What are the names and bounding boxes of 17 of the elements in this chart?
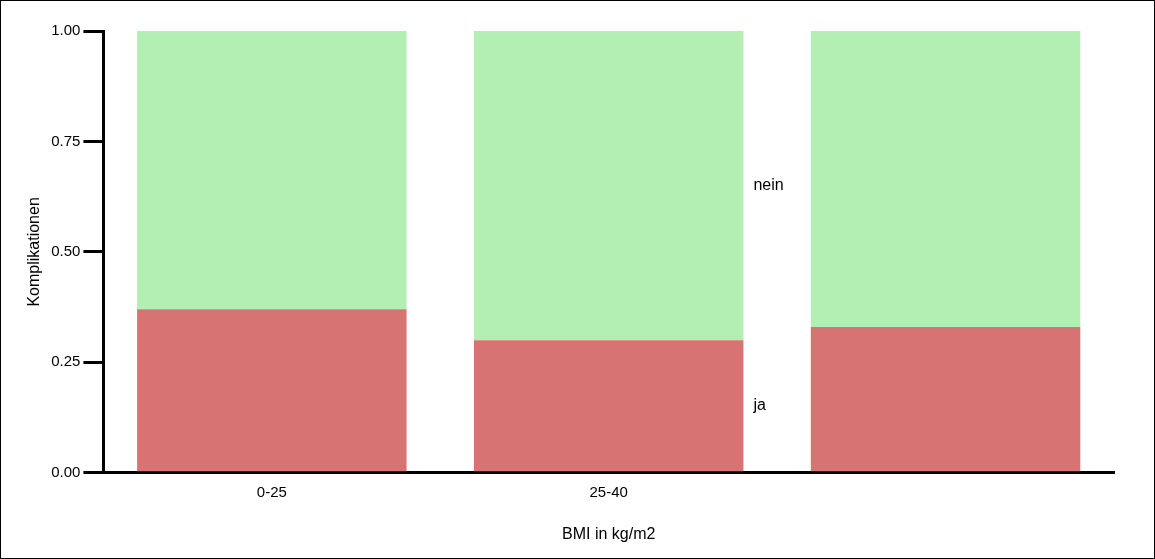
series-label: ja xyxy=(752,396,766,414)
bar xyxy=(473,31,744,341)
x-axis-title: BMI in kg/m2 xyxy=(562,524,656,542)
bar xyxy=(137,31,407,310)
bar xyxy=(810,31,1081,328)
bar xyxy=(473,340,744,472)
y-tick-label: 0.00 xyxy=(51,462,81,480)
series-label: nein xyxy=(753,176,784,194)
y-tick-label: 0.75 xyxy=(51,131,81,149)
y-axis-title: Komplikationen xyxy=(25,197,43,307)
x-tick-label: 25-40 xyxy=(589,482,628,500)
y-tick-label: 0.50 xyxy=(51,242,81,260)
bar xyxy=(137,309,407,472)
x-tick-label: 0-25 xyxy=(256,482,287,500)
y-tick-label: 1.00 xyxy=(51,21,81,39)
y-tick-label: 0.25 xyxy=(51,352,81,370)
bar xyxy=(810,327,1081,472)
